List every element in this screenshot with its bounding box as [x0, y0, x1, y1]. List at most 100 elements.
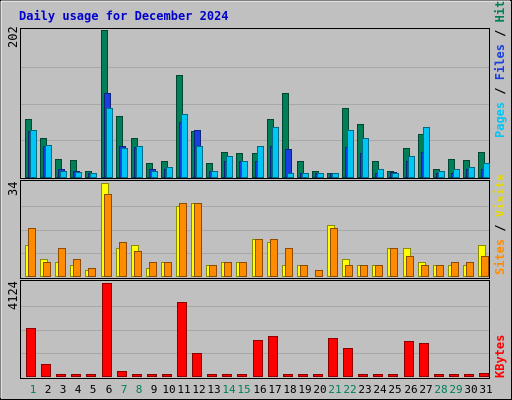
x-tick-label-day-18: 18: [283, 383, 296, 396]
bar-pages-day-7: [121, 148, 128, 178]
hits-y-max-label: 202: [6, 26, 20, 48]
bar-kbytes-day-26: [404, 341, 414, 377]
visits-y-max-label: 34: [6, 182, 20, 196]
bar-sites-day-6: [104, 194, 112, 277]
x-tick-label-day-6: 6: [106, 383, 113, 396]
x-tick-label-day-3: 3: [60, 383, 67, 396]
bar-kbytes-day-24: [373, 374, 383, 377]
legend-separator: /: [493, 80, 507, 102]
x-tick-label-day-9: 9: [151, 383, 158, 396]
bar-kbytes-day-7: [117, 371, 127, 377]
bar-kbytes-day-13: [207, 374, 217, 377]
x-tick-label-day-16: 16: [253, 383, 266, 396]
bar-kbytes-day-20: [313, 374, 323, 377]
bar-sites-day-23: [360, 265, 368, 277]
bar-pages-day-6: [106, 108, 113, 178]
bar-sites-day-9: [149, 262, 157, 277]
x-tick-label-day-21: 21: [328, 383, 341, 396]
legend-visits: Visits: [493, 174, 507, 217]
bar-pages-day-25: [392, 173, 399, 178]
x-tick-label-day-22: 22: [343, 383, 356, 396]
bar-pages-day-19: [302, 173, 309, 178]
bar-pages-day-28: [438, 171, 445, 178]
x-tick-label-day-11: 11: [177, 383, 190, 396]
bar-sites-day-18: [285, 248, 293, 277]
bar-sites-day-19: [300, 265, 308, 277]
x-tick-label-day-30: 30: [464, 383, 477, 396]
chart-title: Daily usage for December 2024: [19, 9, 229, 23]
x-tick-label-day-7: 7: [121, 383, 128, 396]
x-tick-label-day-13: 13: [207, 383, 220, 396]
bar-sites-day-1: [28, 228, 36, 277]
bar-sites-day-13: [209, 265, 217, 277]
bar-sites-day-28: [436, 265, 444, 277]
x-tick-label-day-5: 5: [90, 383, 97, 396]
bar-kbytes-day-2: [41, 364, 51, 377]
bar-pages-day-5: [90, 173, 97, 178]
bar-kbytes-day-22: [343, 348, 353, 377]
bar-sites-day-31: [481, 256, 489, 277]
kbytes-panel-legend: KBytes: [493, 335, 507, 378]
bar-sites-day-3: [58, 248, 66, 277]
bar-sites-day-14: [224, 262, 232, 277]
bar-pages-day-15: [241, 161, 248, 178]
bar-kbytes-day-4: [71, 374, 81, 377]
x-tick-label-day-12: 12: [192, 383, 205, 396]
x-tick-label-day-28: 28: [434, 383, 447, 396]
bar-sites-day-24: [375, 265, 383, 277]
bar-kbytes-day-16: [253, 340, 263, 377]
x-tick-label-day-27: 27: [419, 383, 432, 396]
bar-kbytes-day-9: [147, 374, 157, 377]
bar-sites-day-4: [73, 259, 81, 277]
bar-kbytes-day-25: [388, 374, 398, 377]
x-tick-label-day-2: 2: [45, 383, 52, 396]
bar-sites-day-17: [270, 239, 278, 277]
bar-sites-day-10: [164, 262, 172, 277]
bar-sites-day-5: [88, 268, 96, 277]
kbytes-y-max-label: 4124: [6, 281, 20, 310]
bar-sites-day-20: [315, 270, 323, 277]
legend-hits: Hits: [493, 0, 507, 22]
bar-kbytes-day-15: [237, 374, 247, 377]
legend-files: Files: [493, 44, 507, 80]
bars-layer: [25, 30, 490, 377]
bar-pages-day-17: [272, 127, 279, 178]
bar-kbytes-day-8: [132, 374, 142, 377]
legend-sites: Sites: [493, 239, 507, 275]
bar-kbytes-day-12: [192, 353, 202, 377]
legend-pages: Pages: [493, 102, 507, 138]
bar-pages-day-12: [196, 146, 203, 178]
x-tick-label-day-20: 20: [313, 383, 326, 396]
bar-sites-day-25: [390, 248, 398, 277]
bar-sites-day-27: [421, 265, 429, 277]
bar-kbytes-day-10: [162, 374, 172, 377]
bar-kbytes-day-11: [177, 302, 187, 377]
x-tick-label-day-26: 26: [404, 383, 417, 396]
bar-kbytes-day-1: [26, 328, 36, 377]
bar-sites-day-11: [179, 203, 187, 277]
bar-pages-day-14: [226, 156, 233, 178]
bar-kbytes-day-5: [86, 374, 96, 377]
bar-kbytes-day-23: [358, 374, 368, 377]
bar-pages-day-2: [45, 145, 52, 178]
bar-sites-day-2: [43, 262, 51, 277]
x-tick-label-day-4: 4: [75, 383, 82, 396]
bar-pages-day-3: [60, 171, 67, 178]
bar-kbytes-day-3: [56, 374, 66, 377]
x-tick-label-day-14: 14: [222, 383, 236, 396]
hits-panel-legend: Pages / Files / Hits: [493, 0, 507, 138]
bar-sites-day-8: [134, 251, 142, 277]
x-tick-label-day-23: 23: [358, 383, 371, 396]
x-tick-label-day-31: 31: [479, 383, 492, 396]
bar-kbytes-day-14: [222, 374, 232, 377]
bar-pages-day-20: [317, 173, 324, 178]
bar-pages-day-23: [362, 138, 369, 178]
legend-separator: /: [493, 22, 507, 44]
x-tick-label-day-19: 19: [298, 383, 311, 396]
bar-kbytes-day-31: [479, 373, 489, 377]
bar-kbytes-day-27: [419, 343, 429, 377]
bar-pages-day-16: [257, 146, 264, 178]
x-axis-labels: 1 2 3 4 5 6 7 8 9 10 11 12 13 14 15 16 17 18 19 20 21 22 23 24 2…: [30, 383, 493, 396]
x-tick-label-day-15: 15: [237, 383, 250, 396]
